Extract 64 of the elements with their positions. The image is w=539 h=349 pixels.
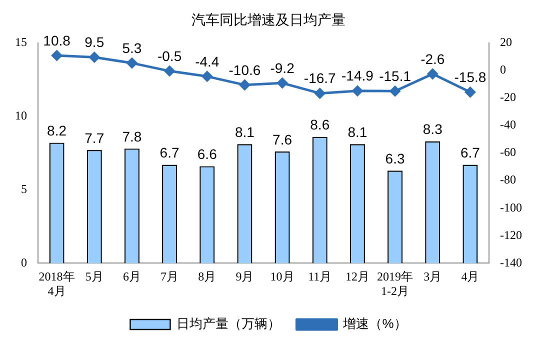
legend-label: 增速（%）	[342, 316, 407, 332]
data-label: -10.6	[228, 62, 261, 78]
x-tick-label: 5月	[85, 270, 104, 284]
data-label: 10.8	[43, 32, 71, 48]
data-label: -9.2	[270, 60, 295, 76]
y2-tick-label: -80	[500, 172, 516, 187]
data-label: 6.7	[160, 144, 180, 161]
y2-tick-label: 0	[500, 62, 506, 77]
y-tick-label: 5	[21, 182, 27, 196]
y2-tick-label: -40	[500, 118, 516, 132]
data-label: 8.3	[422, 121, 443, 138]
point	[314, 88, 326, 99]
data-label: 5.3	[122, 40, 142, 56]
x-tick-label: 10月	[270, 270, 294, 284]
x-tick-label: 12月	[345, 270, 370, 284]
point	[464, 86, 476, 98]
y-tick-label: 15	[15, 34, 27, 49]
y-tick-label: 10	[15, 108, 27, 122]
y2-tick-label: 20	[500, 34, 512, 49]
data-label: 6.3	[385, 150, 405, 166]
y2-tick-label: -60	[500, 145, 516, 160]
point	[126, 58, 138, 68]
point	[277, 78, 288, 88]
data-label: -15.8	[454, 68, 486, 85]
point	[352, 86, 363, 96]
x-tick-label: 11月	[308, 270, 332, 284]
x-tick-label: 4月	[461, 270, 480, 284]
data-label: 9.5	[84, 34, 104, 50]
y2-tick-label: -120	[500, 228, 522, 242]
data-label: 8.1	[234, 124, 255, 140]
data-label: -0.5	[157, 48, 182, 64]
x-tick-label: 7月	[160, 270, 179, 284]
x-tick-label: 2018年 4月	[38, 270, 75, 298]
chart-title: 汽车同比增速及日均产量	[192, 11, 346, 28]
legend-label: 日均产量（万辆）	[176, 316, 281, 332]
data-label: -16.7	[304, 70, 336, 86]
data-label: -14.9	[342, 68, 374, 84]
data-label: 7.8	[122, 128, 142, 144]
y2-tick-label: -20	[500, 90, 516, 104]
data-label: -2.6	[420, 50, 445, 67]
x-tick-label: 6月	[122, 270, 141, 284]
data-label: 8.6	[310, 116, 330, 133]
x-tick-label: 3月	[424, 270, 442, 284]
point	[89, 52, 100, 63]
data-label: 6.6	[197, 146, 218, 162]
x-tick-label: 9月	[236, 270, 254, 284]
point	[427, 68, 438, 80]
y-tick-label: 0	[21, 255, 27, 270]
data-label: -4.4	[195, 53, 220, 70]
data-label: 8.2	[47, 122, 67, 139]
point	[52, 50, 62, 61]
x-tick-label: 8月	[198, 270, 216, 284]
data-label: 8.1	[348, 124, 368, 140]
point	[390, 86, 400, 96]
data-label: -15.1	[379, 68, 412, 84]
data-label: 6.7	[460, 144, 480, 161]
data-label: 7.7	[84, 130, 104, 146]
y2-tick-label: -140	[500, 255, 522, 270]
point	[202, 71, 212, 82]
x-tick-label: 2019年 1-2月	[377, 270, 414, 298]
point	[164, 66, 175, 76]
y2-tick-label: -100	[500, 200, 522, 214]
point	[239, 80, 250, 90]
data-label: 7.6	[272, 131, 292, 148]
